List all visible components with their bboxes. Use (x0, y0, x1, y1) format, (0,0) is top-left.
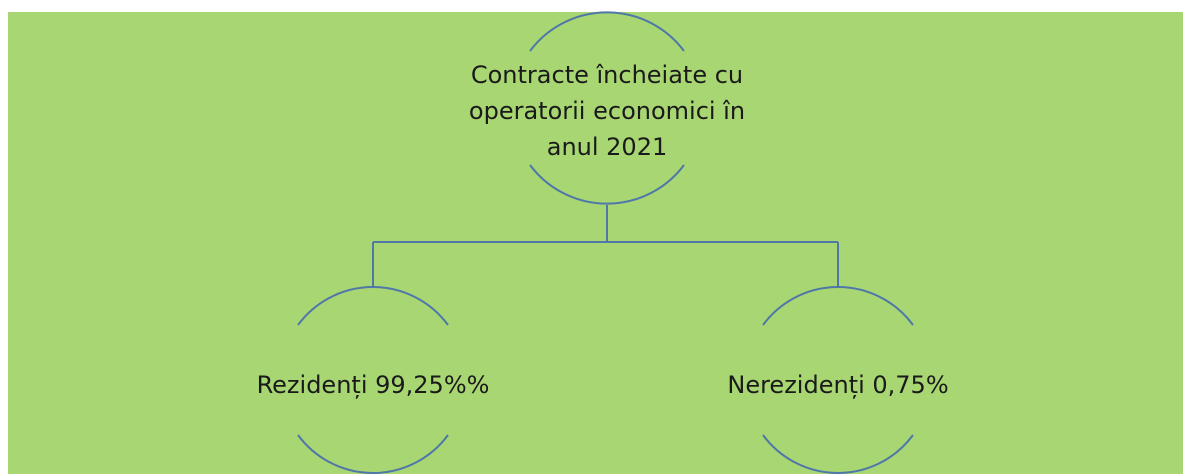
child-arc-top (762, 285, 914, 326)
root-arc-top (529, 11, 685, 52)
root-arc-bottom (529, 164, 685, 205)
child-label: Nerezidenți 0,75% (727, 371, 948, 399)
child-arc-bottom (762, 434, 914, 474)
child-arc-bottom (297, 434, 449, 474)
root-label: Contracte încheiate cu (471, 61, 743, 89)
child-label: Rezidenți 99,25%% (257, 371, 490, 399)
root-label: anul 2021 (547, 133, 668, 161)
child-arc-top (297, 285, 449, 326)
root-label: operatorii economici în (469, 97, 745, 125)
connector (372, 205, 839, 287)
